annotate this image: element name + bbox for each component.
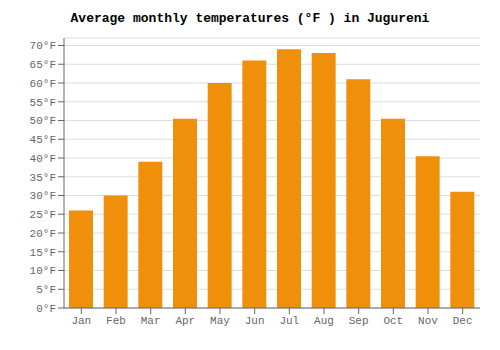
svg-text:Mar: Mar [141,315,161,327]
svg-text:20°F: 20°F [30,228,56,240]
svg-text:70°F: 70°F [30,40,56,52]
svg-text:Nov: Nov [418,315,438,327]
svg-text:Apr: Apr [175,315,195,327]
svg-text:May: May [210,315,230,327]
svg-text:0°F: 0°F [36,303,56,315]
svg-text:5°F: 5°F [36,284,56,296]
svg-text:60°F: 60°F [30,78,56,90]
svg-text:Feb: Feb [106,315,126,327]
svg-text:40°F: 40°F [30,153,56,165]
svg-text:Dec: Dec [453,315,473,327]
svg-text:45°F: 45°F [30,134,56,146]
svg-text:Oct: Oct [383,315,403,327]
svg-text:35°F: 35°F [30,172,56,184]
svg-text:Sep: Sep [349,315,369,327]
svg-text:Jan: Jan [71,315,91,327]
html-text:Average monthly temperatures (: Average monthly temperatures (°F ) in Ju… [70,11,430,26]
svg-text:30°F: 30°F [30,190,56,202]
svg-text:15°F: 15°F [30,247,56,259]
svg-text:65°F: 65°F [30,59,56,71]
svg-text:Aug: Aug [314,315,334,327]
svg-text:Jul: Jul [279,315,299,327]
svg-text:50°F: 50°F [30,115,56,127]
svg-text:Jun: Jun [245,315,265,327]
svg-text:10°F: 10°F [30,265,56,277]
svg-text:55°F: 55°F [30,97,56,109]
svg-text:25°F: 25°F [30,209,56,221]
